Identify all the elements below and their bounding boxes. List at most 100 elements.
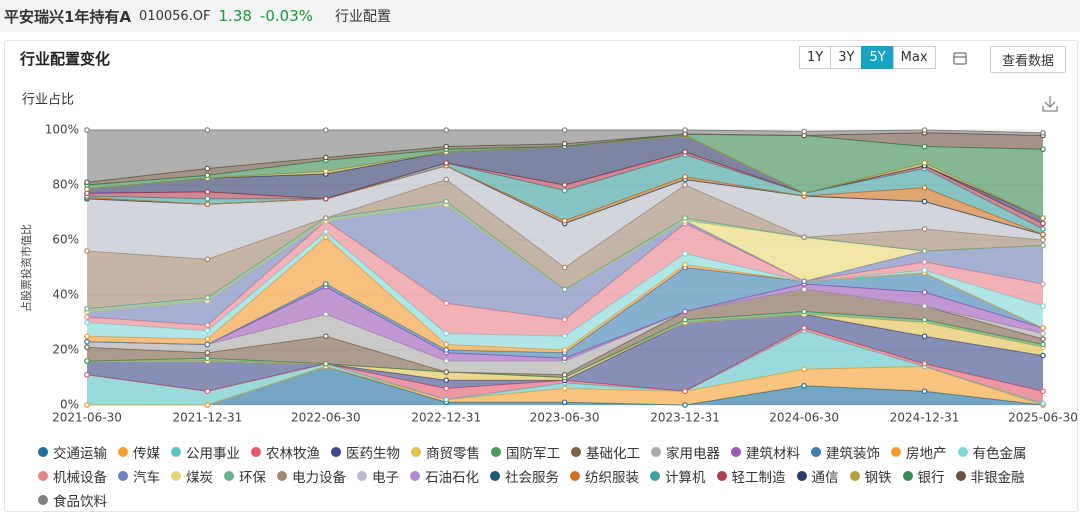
marker — [84, 127, 90, 133]
legend-label: 汽车 — [133, 470, 160, 486]
legend-item[interactable]: 交通运输 — [38, 440, 107, 464]
area — [87, 179, 1043, 309]
marker — [443, 330, 450, 337]
marker — [323, 127, 329, 133]
area — [87, 330, 1043, 405]
legend-swatch — [731, 447, 741, 457]
legend-swatch — [796, 471, 807, 481]
legend-item[interactable]: 家用电器 — [651, 440, 720, 464]
area — [87, 231, 1043, 350]
legend-label: 环保 — [239, 470, 266, 486]
legend-swatch — [571, 447, 581, 457]
marker — [1040, 146, 1046, 153]
marker — [921, 316, 928, 323]
area — [87, 314, 1043, 392]
marker — [561, 217, 568, 224]
range-button[interactable]: 3Y — [830, 46, 863, 69]
legend-item[interactable]: 银行 — [902, 464, 945, 488]
subtitle: 行业占比 — [22, 93, 74, 108]
legend-item[interactable]: 建筑装饰 — [811, 440, 880, 464]
legend-item[interactable]: 电子 — [357, 464, 399, 488]
legend-item[interactable]: 环保 — [224, 464, 266, 488]
marker — [921, 289, 928, 296]
legend-swatch — [411, 447, 421, 457]
x-tick-label: 2023-06-30 — [530, 411, 600, 425]
marker — [84, 319, 90, 326]
legend-item[interactable]: 非银金融 — [955, 464, 1025, 488]
marker — [1040, 400, 1046, 407]
legend-item[interactable]: 石油石化 — [410, 464, 479, 488]
legend-item[interactable]: 公用事业 — [171, 440, 240, 464]
marker — [204, 402, 211, 408]
legend-swatch — [171, 471, 181, 481]
legend-swatch — [410, 471, 420, 481]
legend-item[interactable]: 电力设备 — [277, 464, 346, 488]
legend-item[interactable]: 计算机 — [650, 464, 706, 488]
legend-item[interactable]: 轻工制造 — [716, 464, 786, 488]
section: 行业配置 — [335, 9, 391, 25]
marker — [84, 179, 90, 186]
marker — [1040, 226, 1046, 232]
legend-swatch — [849, 471, 860, 481]
x-tick-label: 2022-12-31 — [411, 411, 481, 425]
marker — [561, 347, 568, 353]
marker — [204, 341, 211, 348]
marker — [323, 333, 329, 340]
area — [87, 204, 1043, 326]
marker — [204, 388, 211, 395]
marker — [561, 140, 568, 147]
marker — [561, 385, 568, 392]
marker — [204, 327, 211, 334]
y-tick-label: 20% — [52, 343, 79, 357]
legend-item[interactable]: 煤炭 — [171, 464, 213, 488]
legend-label: 社会服务 — [505, 470, 559, 486]
legend-item[interactable]: 国防军工 — [491, 440, 560, 464]
legend-item[interactable]: 农林牧渔 — [251, 440, 320, 464]
legend-item[interactable]: 基础化工 — [571, 440, 640, 464]
legend-item[interactable]: 汽车 — [118, 464, 160, 488]
legend-item[interactable]: 建筑材料 — [731, 440, 800, 464]
calendar-icon[interactable] — [953, 52, 967, 65]
marker — [1040, 330, 1046, 337]
view-data-button[interactable]: 查看数据 — [990, 46, 1067, 73]
download-icon[interactable] — [1042, 96, 1058, 112]
marker — [682, 182, 688, 188]
legend-label: 建筑材料 — [746, 446, 800, 462]
marker — [84, 333, 90, 340]
legend-label: 医药生物 — [346, 446, 400, 462]
marker — [204, 201, 211, 208]
marker — [1040, 129, 1046, 136]
legend-swatch — [277, 471, 287, 481]
legend-item[interactable]: 通信 — [796, 464, 839, 488]
marker — [1040, 388, 1046, 395]
marker — [323, 228, 329, 235]
marker — [1040, 303, 1046, 309]
marker — [801, 286, 807, 293]
legend-item[interactable]: 传媒 — [118, 440, 160, 464]
legend-swatch — [118, 447, 128, 457]
range-button[interactable]: Max — [892, 46, 936, 69]
area — [87, 284, 1043, 361]
range-button[interactable]: 5Y — [861, 46, 894, 69]
legend-item[interactable]: 机械设备 — [38, 464, 107, 488]
marker — [1040, 341, 1046, 348]
marker — [561, 264, 568, 271]
marker — [443, 347, 450, 353]
marker — [204, 355, 211, 362]
marker — [561, 286, 568, 293]
legend-item[interactable]: 纺织服装 — [570, 464, 639, 488]
legend-swatch — [118, 471, 128, 481]
legend-item[interactable]: 医药生物 — [331, 440, 400, 464]
marker — [323, 360, 329, 367]
legend-item[interactable]: 社会服务 — [490, 464, 559, 488]
marker — [1040, 352, 1046, 359]
legend-item[interactable]: 钢铁 — [849, 464, 892, 488]
change: -0.03% — [259, 7, 313, 25]
marker — [682, 308, 688, 315]
y-tick-label: 80% — [52, 178, 79, 192]
y-axis-label: 占股票投资市值比 — [19, 224, 33, 312]
legend-item[interactable]: 商贸零售 — [411, 440, 480, 464]
legend-item[interactable]: 食品饮料 — [38, 488, 107, 512]
legend-item[interactable]: 房地产 — [891, 440, 947, 464]
legend-item[interactable]: 有色金属 — [957, 440, 1027, 464]
